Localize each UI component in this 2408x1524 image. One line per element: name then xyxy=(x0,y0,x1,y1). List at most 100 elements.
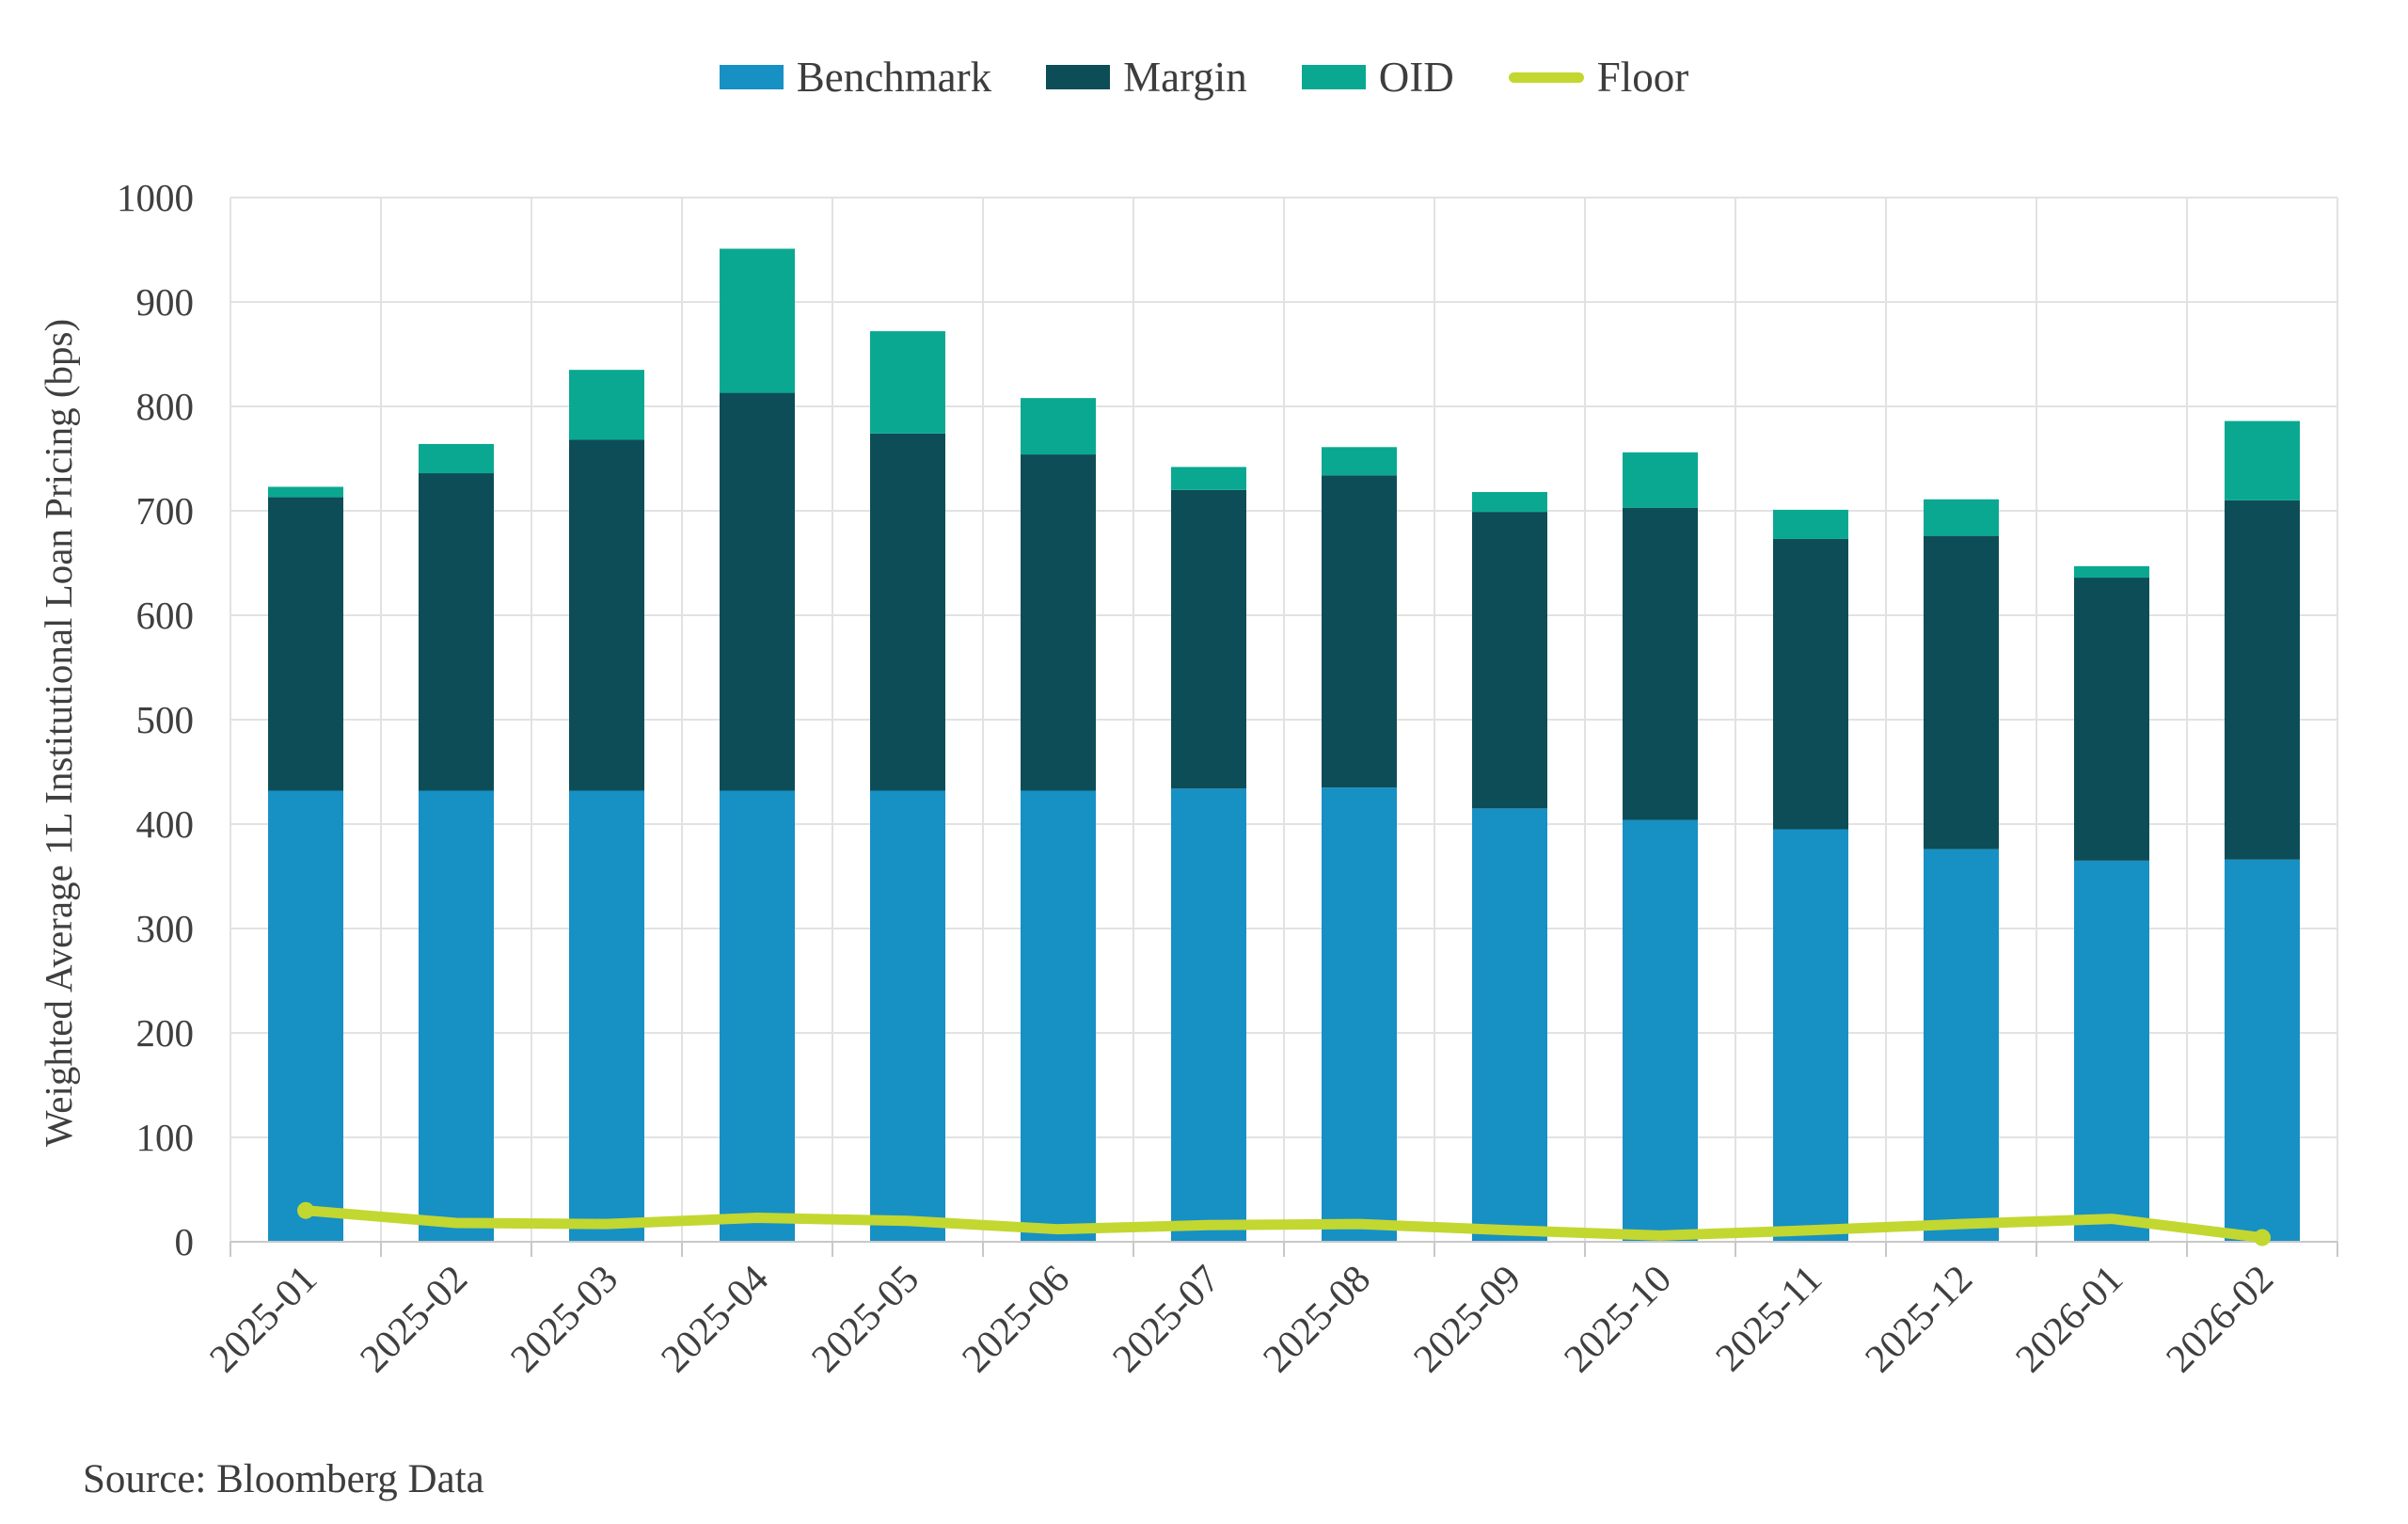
chart-legend: Benchmark Margin OID Floor xyxy=(0,49,2408,105)
x-tick-label: 2025-11 xyxy=(1708,1258,1830,1380)
x-tick-label: 2025-02 xyxy=(353,1258,477,1382)
segment-oid xyxy=(1472,492,1547,513)
segment-margin xyxy=(1773,538,1848,830)
segment-margin xyxy=(569,439,644,791)
segment-benchmark xyxy=(569,790,644,1242)
floor-line-start-cap xyxy=(297,1201,314,1219)
segment-benchmark xyxy=(720,790,795,1242)
bar-group-2025-10 xyxy=(1623,452,1698,1242)
segment-oid xyxy=(2074,565,2149,579)
segment-margin xyxy=(720,392,795,791)
x-tick-label: 2025-05 xyxy=(804,1258,928,1382)
segment-oid xyxy=(268,486,343,498)
x-tick-label: 2025-04 xyxy=(654,1258,778,1382)
segment-benchmark xyxy=(419,790,494,1242)
y-tick-label: 100 xyxy=(136,1116,195,1159)
bar-group-2025-05 xyxy=(870,331,945,1242)
legend-swatch-margin xyxy=(1046,65,1111,89)
x-tick-label: 2025-09 xyxy=(1406,1258,1530,1382)
floor-line-end-cap xyxy=(2254,1229,2271,1246)
x-tick-label: 2025-06 xyxy=(955,1258,1079,1382)
segment-benchmark xyxy=(268,790,343,1242)
bar-group-2025-04 xyxy=(720,248,795,1242)
legend-item-oid: OID xyxy=(1301,56,1454,99)
x-tick-label: 2025-12 xyxy=(1858,1258,1982,1382)
segment-benchmark xyxy=(1472,808,1547,1242)
bar-group-2025-03 xyxy=(569,370,644,1242)
bar-group-2025-08 xyxy=(1322,447,1397,1242)
segment-oid xyxy=(1773,509,1848,539)
bar-group-2025-12 xyxy=(1924,499,1999,1242)
x-axis xyxy=(230,1241,2338,1257)
y-tick-label: 700 xyxy=(136,489,195,532)
y-tick-label: 800 xyxy=(136,385,195,428)
x-tick-label: 2025-07 xyxy=(1105,1258,1229,1382)
y-tick-label: 0 xyxy=(175,1220,195,1263)
segment-margin xyxy=(1924,535,1999,849)
x-tick-label: 2026-01 xyxy=(2008,1258,2132,1382)
bar-group-2025-02 xyxy=(419,443,494,1242)
segment-margin xyxy=(870,433,945,791)
x-tick-label: 2025-08 xyxy=(1256,1258,1380,1382)
legend-item-benchmark: Benchmark xyxy=(719,53,992,101)
y-tick-label: 600 xyxy=(136,594,195,637)
legend-label: Floor xyxy=(1596,53,1689,101)
bars xyxy=(268,248,2300,1242)
segment-margin xyxy=(1171,489,1246,789)
segment-margin xyxy=(1021,454,1096,791)
segment-oid xyxy=(1322,447,1397,476)
y-tick-label: 200 xyxy=(136,1011,195,1055)
segment-margin xyxy=(1322,475,1397,788)
segment-margin xyxy=(2225,500,2300,860)
segment-benchmark xyxy=(2074,860,2149,1242)
source-note: Source: Bloomberg Data xyxy=(83,1457,484,1501)
bar-group-2025-01 xyxy=(268,486,343,1242)
y-tick-label: 300 xyxy=(136,907,195,950)
bar-group-2025-07 xyxy=(1171,467,1246,1242)
segment-oid xyxy=(1171,467,1246,490)
y-axis-title: Weighted Average 1L Institutional Loan P… xyxy=(37,318,80,1148)
segment-oid xyxy=(1924,499,1999,536)
segment-benchmark xyxy=(1773,829,1848,1242)
x-tick-labels: 2025-01 2025-02 2025-03 2025-04 2025-05 2025-… xyxy=(202,1258,2283,1382)
y-tick-label: 500 xyxy=(136,698,195,741)
legend-label: Margin xyxy=(1123,53,1247,101)
segment-benchmark xyxy=(1171,788,1246,1242)
segment-benchmark xyxy=(2225,859,2300,1242)
segment-benchmark xyxy=(1924,849,1999,1242)
segment-oid xyxy=(419,443,494,474)
segment-margin xyxy=(1623,507,1698,820)
legend-swatch-floor xyxy=(1508,71,1584,83)
x-tick-label: 2026-02 xyxy=(2159,1258,2283,1382)
segment-margin xyxy=(1472,512,1547,809)
y-tick-label: 900 xyxy=(136,280,195,324)
segment-oid xyxy=(569,370,644,440)
bar-group-2026-02 xyxy=(2225,421,2300,1242)
legend-swatch-benchmark xyxy=(719,65,784,89)
segment-benchmark xyxy=(870,790,945,1242)
segment-margin xyxy=(268,497,343,791)
y-tick-labels: 0 100 200 300 400 500 600 700 800 900 1000 xyxy=(117,176,194,1263)
segment-margin xyxy=(2074,578,2149,861)
x-tick-label: 2025-10 xyxy=(1557,1258,1681,1382)
legend-swatch-oid xyxy=(1301,65,1366,89)
bar-group-2026-01 xyxy=(2074,565,2149,1242)
segment-benchmark xyxy=(1322,787,1397,1242)
segment-oid xyxy=(1623,452,1698,508)
segment-margin xyxy=(419,473,494,791)
y-tick-label: 400 xyxy=(136,802,195,846)
segment-benchmark xyxy=(1021,790,1096,1242)
segment-oid xyxy=(720,248,795,393)
y-tick-label: 1000 xyxy=(117,176,194,219)
floor-line xyxy=(300,1205,2268,1244)
bar-group-2025-06 xyxy=(1021,398,1096,1242)
bar-group-2025-11 xyxy=(1773,509,1848,1242)
bar-group-2025-09 xyxy=(1472,492,1547,1242)
segment-benchmark xyxy=(1623,819,1698,1242)
segment-oid xyxy=(870,331,945,434)
legend-label: Benchmark xyxy=(796,53,992,101)
segment-oid xyxy=(2225,421,2300,500)
legend-item-margin: Margin xyxy=(1046,56,1247,99)
x-tick-label: 2025-03 xyxy=(503,1258,627,1382)
